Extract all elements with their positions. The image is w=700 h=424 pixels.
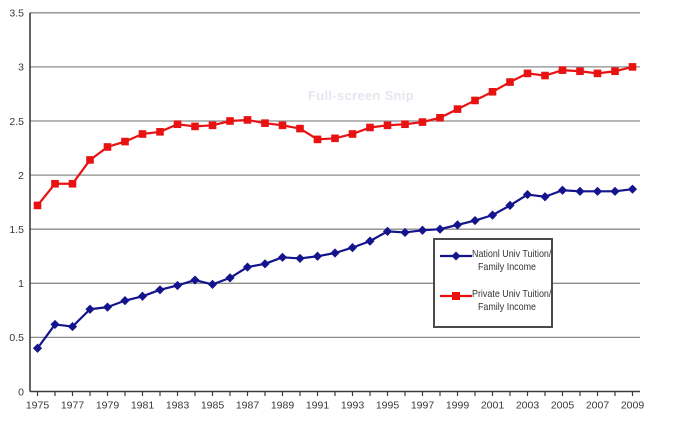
svg-text:0: 0: [18, 386, 24, 398]
svg-text:2.5: 2.5: [9, 116, 24, 128]
legend-item-private: Private Univ Tuition/ Family Income: [440, 288, 551, 314]
svg-text:1985: 1985: [201, 400, 225, 412]
svg-text:1981: 1981: [131, 400, 155, 412]
svg-text:0.5: 0.5: [9, 332, 24, 344]
svg-text:1977: 1977: [61, 400, 85, 412]
legend-label-private-line1: Private Univ Tuition/: [472, 288, 552, 300]
svg-text:1.5: 1.5: [9, 224, 24, 236]
svg-text:1995: 1995: [376, 400, 400, 412]
svg-text:1989: 1989: [271, 400, 295, 412]
svg-text:1983: 1983: [166, 400, 190, 412]
legend-label-private-line2: Family Income: [477, 301, 536, 313]
legend-label-national-line1: Nationl Univ Tuition/: [472, 248, 552, 260]
svg-text:2005: 2005: [551, 400, 575, 412]
svg-text:2: 2: [18, 170, 24, 182]
svg-text:1987: 1987: [236, 400, 260, 412]
svg-text:1997: 1997: [411, 400, 435, 412]
svg-text:2003: 2003: [516, 400, 540, 412]
svg-text:1975: 1975: [26, 400, 50, 412]
legend-label-national-line2: Family Income: [477, 261, 536, 273]
svg-text:2009: 2009: [621, 400, 645, 412]
svg-text:1993: 1993: [341, 400, 365, 412]
svg-text:1979: 1979: [96, 400, 120, 412]
private-series-square-icon: [440, 292, 472, 300]
chart-legend: Nationl Univ Tuition/ Family Income Priv…: [433, 238, 553, 328]
svg-text:2007: 2007: [586, 400, 610, 412]
svg-text:2001: 2001: [481, 400, 505, 412]
legend-item-national: Nationl Univ Tuition/ Family Income: [440, 248, 551, 274]
svg-text:1991: 1991: [306, 400, 330, 412]
svg-text:3.5: 3.5: [9, 8, 24, 20]
national-series-diamond-icon: [440, 251, 472, 261]
svg-text:1999: 1999: [446, 400, 470, 412]
svg-text:3: 3: [18, 62, 24, 74]
svg-text:1: 1: [18, 278, 24, 290]
